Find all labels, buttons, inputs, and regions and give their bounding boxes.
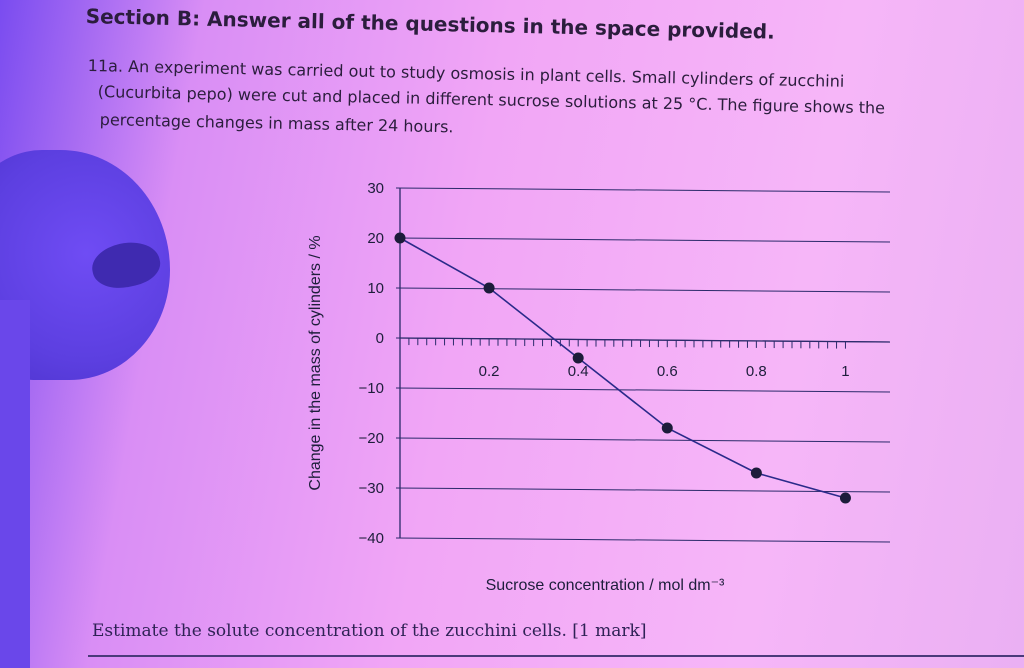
- hand-wrist: [0, 300, 30, 668]
- gridline: [395, 487, 891, 493]
- y-tick-label: −30: [359, 480, 384, 497]
- y-tick-label: 30: [367, 180, 384, 197]
- data-line: [399, 237, 846, 499]
- y-tick-label: −40: [359, 530, 384, 547]
- question-prompt: Estimate the solute concentration of the…: [92, 621, 647, 641]
- gridline: [395, 237, 891, 243]
- x-tick-label: 0.2: [479, 363, 500, 380]
- data-point: [661, 422, 673, 434]
- answer-line[interactable]: [88, 655, 1024, 657]
- data-point: [750, 467, 762, 479]
- x-tick-label: 0.6: [657, 363, 678, 380]
- data-point: [839, 492, 851, 504]
- y-axis-label: Change in the mass of cylinders / %: [307, 235, 324, 490]
- x-axis-label: Sucrose concentration / mol dm⁻³: [486, 577, 725, 594]
- y-tick-label: 0: [376, 330, 384, 347]
- y-tick-label: 10: [367, 280, 384, 297]
- gridline: [395, 387, 891, 393]
- y-tick-label: −20: [359, 430, 384, 447]
- section-heading: Section B: Answer all of the questions i…: [85, 4, 775, 44]
- osmosis-chart: 30 20 10 0 −10 −20 −30 −40 0.2 0.4 0.6 0.8 1 Sucrose …: [307, 180, 891, 594]
- gridline: [395, 537, 891, 543]
- gridline: [395, 437, 891, 443]
- data-point: [483, 282, 495, 294]
- x-tick-label: 0.4: [568, 363, 589, 380]
- y-tick-label: 20: [367, 230, 384, 247]
- gridline: [395, 287, 891, 293]
- x-tick-label: 1: [841, 363, 849, 380]
- y-tick-label: −10: [359, 380, 384, 397]
- data-point: [572, 352, 584, 364]
- question-line-3: percentage changes in mass after 24 hour…: [99, 110, 454, 137]
- data-point: [394, 232, 406, 244]
- gridline: [395, 187, 891, 193]
- x-tick-label: 0.8: [746, 363, 767, 380]
- x-axis: [399, 337, 891, 343]
